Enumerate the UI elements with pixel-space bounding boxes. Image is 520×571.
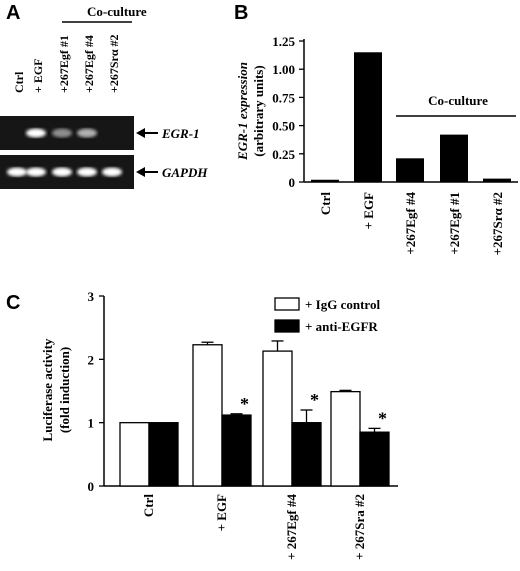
y-tick-label: 1.00 bbox=[272, 62, 295, 77]
bar bbox=[148, 422, 179, 487]
y-axis-label: (fold induction) bbox=[57, 347, 72, 433]
x-tick-label: +267Srα #2 bbox=[490, 192, 505, 255]
chart-group-label: Co-culture bbox=[428, 93, 488, 108]
gel-group-label: Co-culture bbox=[87, 4, 147, 19]
x-tick-label: + EGF bbox=[361, 192, 376, 229]
gel-band bbox=[7, 167, 27, 177]
gel-lane-label: +267Egf #1 bbox=[57, 35, 71, 93]
panel-b-chart: 0 0.25 0.50 0.75 1.00 1.25 Ctrl + EGF +267Egf #4… bbox=[235, 34, 518, 255]
y-tick-label: 0 bbox=[88, 479, 95, 494]
panel-a-gel: Co-culture Ctrl + EGF +267Egf #1 +267Egf #4… bbox=[0, 4, 208, 189]
bar bbox=[483, 178, 511, 182]
gel-band bbox=[52, 167, 72, 177]
y-tick-label: 3 bbox=[88, 289, 95, 304]
y-axis-label: (arbitrary units) bbox=[251, 65, 266, 156]
bar bbox=[291, 422, 322, 487]
bar bbox=[192, 344, 223, 487]
gel-rows: EGR-1 GAPDH bbox=[0, 116, 208, 189]
gel-band bbox=[52, 128, 72, 138]
y-axis-label: Luciferase activity bbox=[40, 338, 55, 441]
bar bbox=[262, 350, 293, 487]
gel-lane-labels: Ctrl + EGF +267Egf #1 +267Egf #4 +267Srα #2 bbox=[12, 34, 121, 93]
legend-swatch bbox=[274, 297, 300, 311]
significance-star: * bbox=[310, 390, 319, 410]
y-tick-label: 1 bbox=[88, 416, 95, 431]
y-tick-label: 0.25 bbox=[272, 147, 295, 162]
gel-band bbox=[102, 167, 122, 177]
legend-label: + IgG control bbox=[305, 297, 380, 312]
significance-star: * bbox=[240, 394, 249, 414]
panel-c-chart: 0 1 2 3 Ctrl * + EGF * + 267Egf #4 * + 267Sra #2 Lu… bbox=[40, 289, 398, 560]
bar bbox=[330, 390, 361, 487]
gel-band bbox=[77, 167, 97, 177]
y-tick-label: 1.25 bbox=[272, 34, 295, 49]
bar bbox=[221, 414, 252, 487]
bar bbox=[311, 179, 339, 182]
gel-row: EGR-1 bbox=[0, 116, 200, 150]
x-tick-label: + 267Sra #2 bbox=[352, 494, 367, 560]
panel-a-letter: A bbox=[6, 2, 21, 24]
gel-band bbox=[77, 128, 97, 138]
gel-row: GAPDH bbox=[0, 155, 208, 189]
x-tick-label: +267Egf #1 bbox=[447, 192, 462, 255]
y-tick-label: 0 bbox=[289, 175, 296, 190]
x-tick-label: + EGF bbox=[214, 494, 229, 531]
gel-band bbox=[26, 167, 46, 177]
gel-lane-label: Ctrl bbox=[12, 71, 26, 93]
bar bbox=[119, 422, 150, 487]
x-tick-label: Ctrl bbox=[318, 192, 333, 215]
y-tick-label: 2 bbox=[88, 352, 95, 367]
y-tick-label: 0.75 bbox=[272, 90, 295, 105]
x-tick-label: Ctrl bbox=[141, 494, 156, 517]
gel-lane-label: + EGF bbox=[31, 58, 45, 93]
gel-row-label: GAPDH bbox=[162, 165, 208, 180]
legend-label: + anti-EGFR bbox=[305, 319, 378, 334]
x-tick-label: +267Egf #4 bbox=[403, 192, 418, 255]
y-axis-label: EGR-1 expression bbox=[235, 62, 250, 161]
panel-c-letter: C bbox=[6, 292, 21, 314]
gel-band bbox=[26, 128, 46, 138]
gel-row-label: EGR-1 bbox=[161, 126, 200, 141]
arrow-head-icon bbox=[136, 167, 145, 177]
gel-lane-label: +267Srα #2 bbox=[107, 34, 121, 93]
bar bbox=[359, 431, 390, 487]
x-tick-label: + 267Egf #4 bbox=[284, 494, 299, 560]
legend-swatch bbox=[274, 319, 300, 333]
bar bbox=[440, 134, 468, 182]
significance-star: * bbox=[378, 408, 387, 428]
arrow-head-icon bbox=[136, 128, 145, 138]
panel-b-letter: B bbox=[234, 2, 249, 24]
y-tick-label: 0.50 bbox=[272, 119, 295, 134]
gel-lane-label: +267Egf #4 bbox=[82, 35, 96, 93]
bar bbox=[354, 52, 382, 182]
bar bbox=[396, 158, 424, 182]
